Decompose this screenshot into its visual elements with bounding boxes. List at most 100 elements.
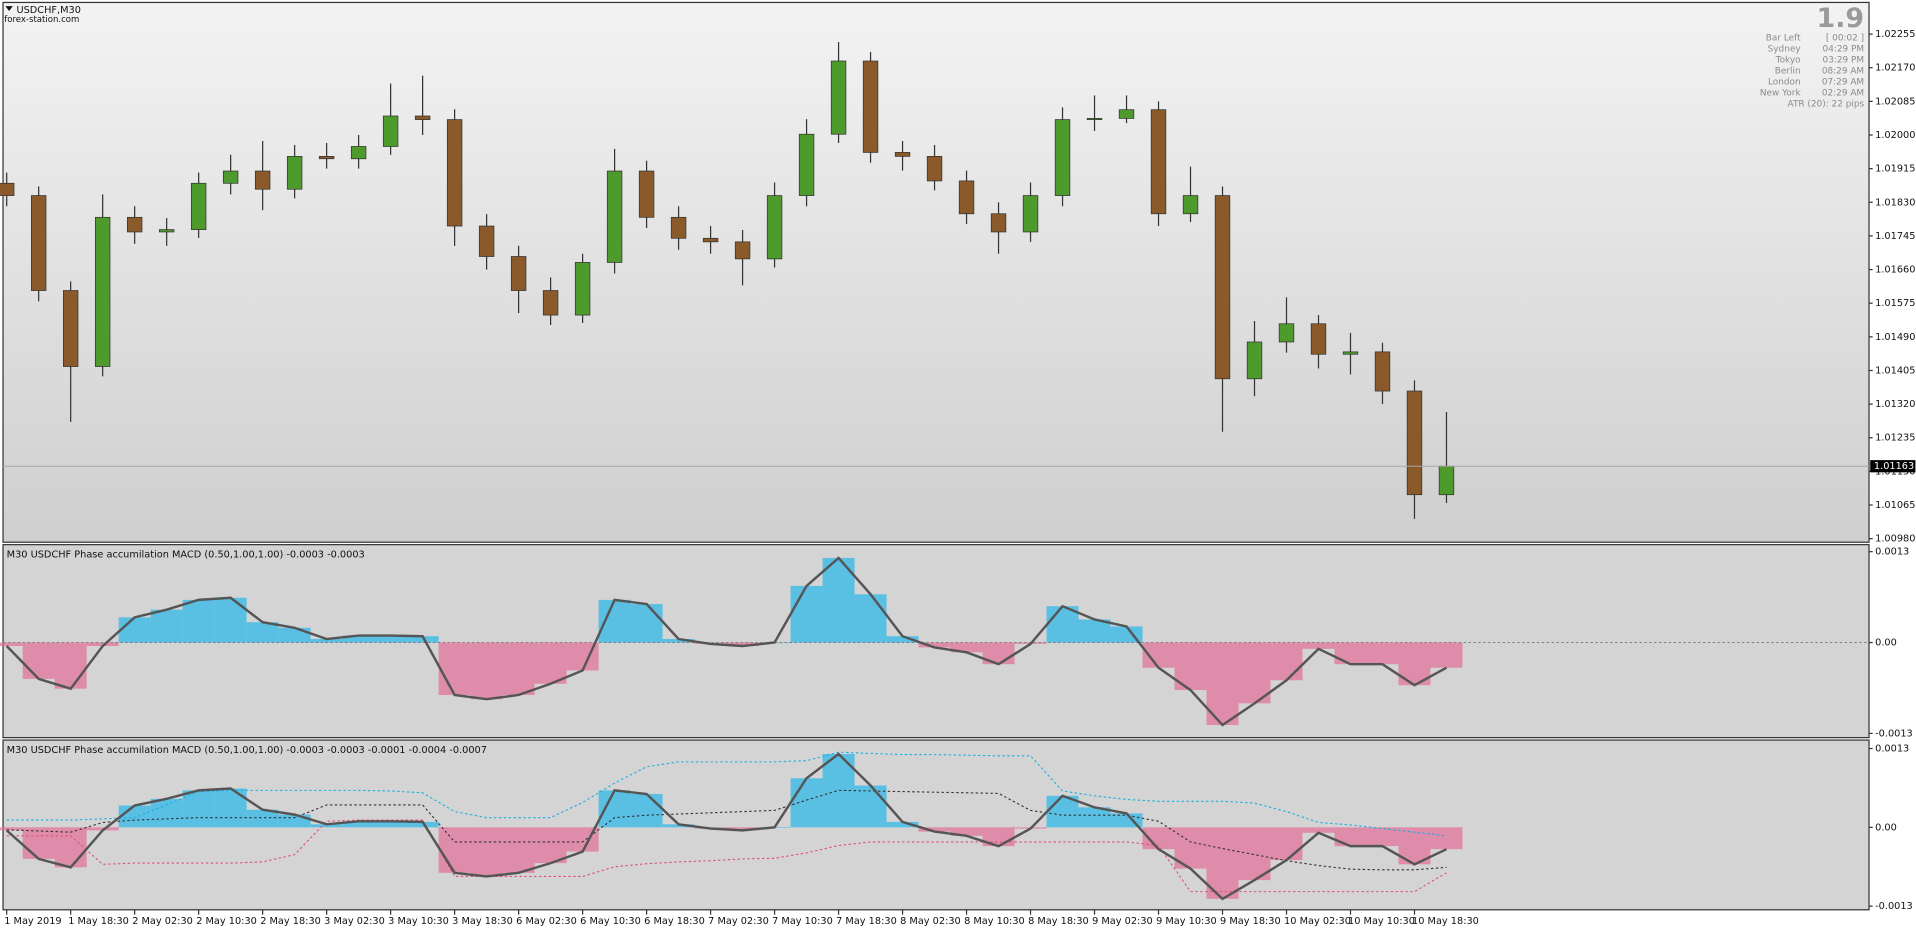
- candle-body: [542, 290, 559, 316]
- histogram-bar: [534, 827, 567, 864]
- clock-city: London: [1768, 77, 1801, 87]
- histogram-bar: [214, 788, 247, 828]
- histogram-bar: [278, 627, 311, 643]
- x-tick-label: 3 May 02:30: [324, 916, 385, 927]
- candle-body: [318, 156, 335, 160]
- x-tick-label: 10 May 02:30: [1284, 916, 1351, 927]
- y-tick-label: 1.01235: [1875, 433, 1915, 444]
- histogram-bar: [1238, 642, 1271, 704]
- candle-body: [1310, 323, 1327, 355]
- histogram-bar: [662, 824, 695, 828]
- histogram-bar: [790, 585, 823, 643]
- histogram-bar: [502, 642, 535, 695]
- y-tick-label: 1.01915: [1875, 164, 1915, 175]
- histogram-bar: [1366, 642, 1399, 665]
- candle-body: [1246, 341, 1263, 380]
- candle-body: [254, 170, 271, 190]
- candle-body: [766, 195, 783, 260]
- candle-body: [1118, 109, 1135, 119]
- histogram-bar: [1334, 642, 1367, 665]
- x-tick-label: 6 May 18:30: [644, 916, 705, 927]
- candle-body: [446, 119, 463, 227]
- symbol-menu-arrow[interactable]: [5, 6, 13, 11]
- histogram-bar: [1302, 827, 1335, 833]
- candle-body: [894, 152, 911, 157]
- candle-body: [286, 156, 303, 190]
- upper-band: [6, 751, 1447, 837]
- x-tick-label: 9 May 18:30: [1220, 916, 1281, 927]
- histogram-bar: [662, 639, 695, 643]
- candle-body: [638, 170, 655, 218]
- y-tick-label: 1.02085: [1875, 96, 1915, 107]
- histogram-bar: [22, 827, 55, 859]
- y-tick-label: 0.00: [1875, 638, 1897, 649]
- x-tick-label: 6 May 02:30: [516, 916, 577, 927]
- candle-body: [1086, 118, 1103, 120]
- histogram-bar: [438, 827, 471, 873]
- histogram-bar: [1238, 827, 1271, 881]
- histogram-bar: [502, 827, 535, 873]
- candle-body: [510, 256, 527, 291]
- histogram-bar: [310, 639, 343, 643]
- clock-time: 04:29 PM: [1823, 44, 1865, 54]
- plot-layer: Sydney 04:29 PM Tokyo 03:29 PM Berlin 08:29 A…: [0, 29, 1915, 927]
- histogram-bar: [1206, 642, 1239, 726]
- histogram-bar: [182, 790, 215, 828]
- histogram-bar: [0, 642, 23, 647]
- x-tick-label: 10 May 18:30: [1412, 916, 1479, 927]
- histogram-bar: [950, 642, 983, 653]
- x-tick-label: 7 May 02:30: [708, 916, 769, 927]
- symbol-label[interactable]: USDCHF,M30: [16, 5, 81, 16]
- candle-body: [574, 262, 591, 316]
- histogram-bar: [726, 827, 759, 831]
- current-price-box: [1870, 460, 1916, 473]
- candle-body: [926, 156, 943, 182]
- x-tick-label: 7 May 18:30: [836, 916, 897, 927]
- y-tick-label: 1.02170: [1875, 63, 1915, 74]
- histogram-bar: [1142, 827, 1175, 850]
- y-tick-label: 1.01575: [1875, 298, 1915, 309]
- histogram-bar: [1078, 807, 1111, 828]
- y-tick-label: 1.01490: [1875, 332, 1915, 343]
- clock-time: 08:29 AM: [1822, 66, 1864, 76]
- candle-body: [1022, 195, 1039, 233]
- candle-body: [94, 216, 111, 367]
- histogram-bar: [918, 642, 951, 648]
- histogram-bar: [1302, 642, 1335, 649]
- candle-body: [0, 182, 15, 196]
- histogram-bar: [310, 824, 343, 828]
- candle-body: [1182, 195, 1199, 215]
- y-tick-label: 1.01745: [1875, 231, 1915, 242]
- indicator-title: M30 USDCHF Phase accumilation MACD (0.50…: [7, 549, 365, 560]
- candle-body: [958, 180, 975, 215]
- candle-body: [606, 170, 623, 263]
- x-tick-label: 7 May 10:30: [772, 916, 833, 927]
- x-tick-label: 8 May 10:30: [964, 916, 1025, 927]
- clock-city: New York: [1760, 88, 1802, 98]
- histogram-bar: [854, 785, 887, 828]
- y-tick-label: 1.02000: [1875, 130, 1915, 141]
- histogram-bar: [470, 642, 503, 700]
- candle-body: [1438, 465, 1455, 496]
- y-tick-label: 1.00980: [1875, 534, 1915, 545]
- y-tick-label: -0.0013: [1875, 728, 1913, 739]
- site-label: forex-station.com: [4, 15, 79, 25]
- histogram-bar: [374, 635, 407, 643]
- candle-body: [30, 195, 47, 291]
- histogram-bar: [150, 798, 183, 828]
- histogram-bar: [822, 557, 855, 643]
- histogram-bar: [534, 642, 567, 684]
- candle-body: [478, 225, 495, 257]
- candle-body: [734, 241, 751, 260]
- indicator-title: M30 USDCHF Phase accumilation MACD (0.50…: [7, 745, 487, 756]
- x-tick-label: 1 May 2019: [4, 916, 61, 927]
- candle-body: [414, 115, 431, 120]
- y-tick-label: 0.0013: [1875, 744, 1909, 755]
- candle-body: [1054, 119, 1071, 196]
- candle-body: [126, 216, 143, 233]
- clock-time: 03:29 PM: [1823, 55, 1865, 65]
- middle-band: [6, 789, 1447, 871]
- x-tick-label: 3 May 18:30: [452, 916, 513, 927]
- candle-body: [350, 146, 367, 160]
